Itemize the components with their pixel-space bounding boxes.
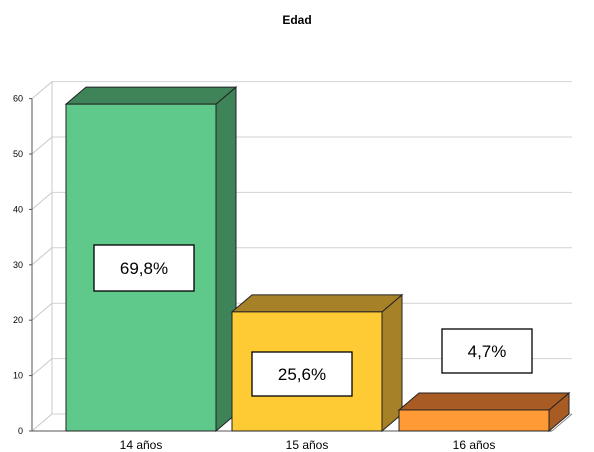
bar-3 bbox=[397, 391, 571, 433]
gridline-diag-50 bbox=[31, 136, 53, 155]
y-axis-ticks: 0 10 20 30 40 50 60 bbox=[13, 94, 23, 436]
x-tick-label-2: 15 años bbox=[286, 438, 329, 452]
data-label-box-3 bbox=[441, 328, 533, 374]
y-tick-label-10: 10 bbox=[13, 371, 23, 381]
data-label-text-1: 69,8% bbox=[120, 259, 168, 278]
gridline-diag-30 bbox=[31, 247, 53, 266]
bar-top-3 bbox=[397, 392, 571, 411]
x-tick-label-1: 14 años bbox=[120, 438, 163, 452]
data-label-text-2: 25,6% bbox=[278, 365, 326, 384]
data-label-box-2 bbox=[251, 351, 353, 397]
data-labels: 69,8% 25,6% 4,7% bbox=[93, 244, 533, 397]
gridline-diag-10 bbox=[31, 358, 53, 376]
bar-front-3 bbox=[398, 409, 550, 432]
y-tick-label-20: 20 bbox=[13, 315, 23, 325]
chart-title: Edad bbox=[282, 13, 311, 27]
bar-top-2 bbox=[230, 294, 404, 313]
bar-top-1 bbox=[64, 86, 238, 105]
x-axis-ticks: 14 años 15 años 16 años bbox=[120, 438, 496, 452]
gridline-diag-60 bbox=[31, 81, 53, 99]
y-tick-label-50: 50 bbox=[13, 149, 23, 159]
data-label-text-3: 4,7% bbox=[468, 342, 507, 361]
data-label-box-1 bbox=[93, 244, 195, 292]
y-tick-label-0: 0 bbox=[18, 426, 23, 436]
bar-2 bbox=[230, 293, 404, 433]
bars bbox=[64, 86, 571, 433]
x-tick-label-3: 16 años bbox=[453, 438, 496, 452]
data-label-1: 69,8% bbox=[93, 244, 195, 292]
gridline-diag-20 bbox=[31, 302, 53, 321]
y-tick-label-40: 40 bbox=[13, 204, 23, 214]
gridline-diag-0 bbox=[31, 413, 53, 432]
data-label-3: 4,7% bbox=[441, 328, 533, 374]
floor-edge bbox=[551, 413, 573, 432]
y-tick-label-30: 30 bbox=[13, 260, 23, 270]
y-tick-label-60: 60 bbox=[13, 94, 23, 104]
data-label-2: 25,6% bbox=[251, 351, 353, 397]
gridline-diag-40 bbox=[31, 192, 53, 210]
